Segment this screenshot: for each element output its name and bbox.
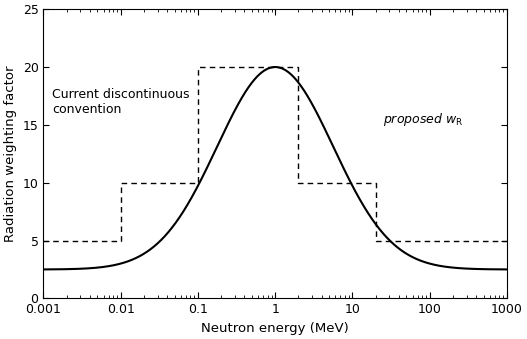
Y-axis label: Radiation weighting factor: Radiation weighting factor — [4, 65, 17, 242]
Text: proposed $w_{\rm R}$: proposed $w_{\rm R}$ — [383, 111, 464, 127]
X-axis label: Neutron energy (MeV): Neutron energy (MeV) — [201, 322, 349, 335]
Text: Current discontinuous
convention: Current discontinuous convention — [52, 88, 190, 116]
